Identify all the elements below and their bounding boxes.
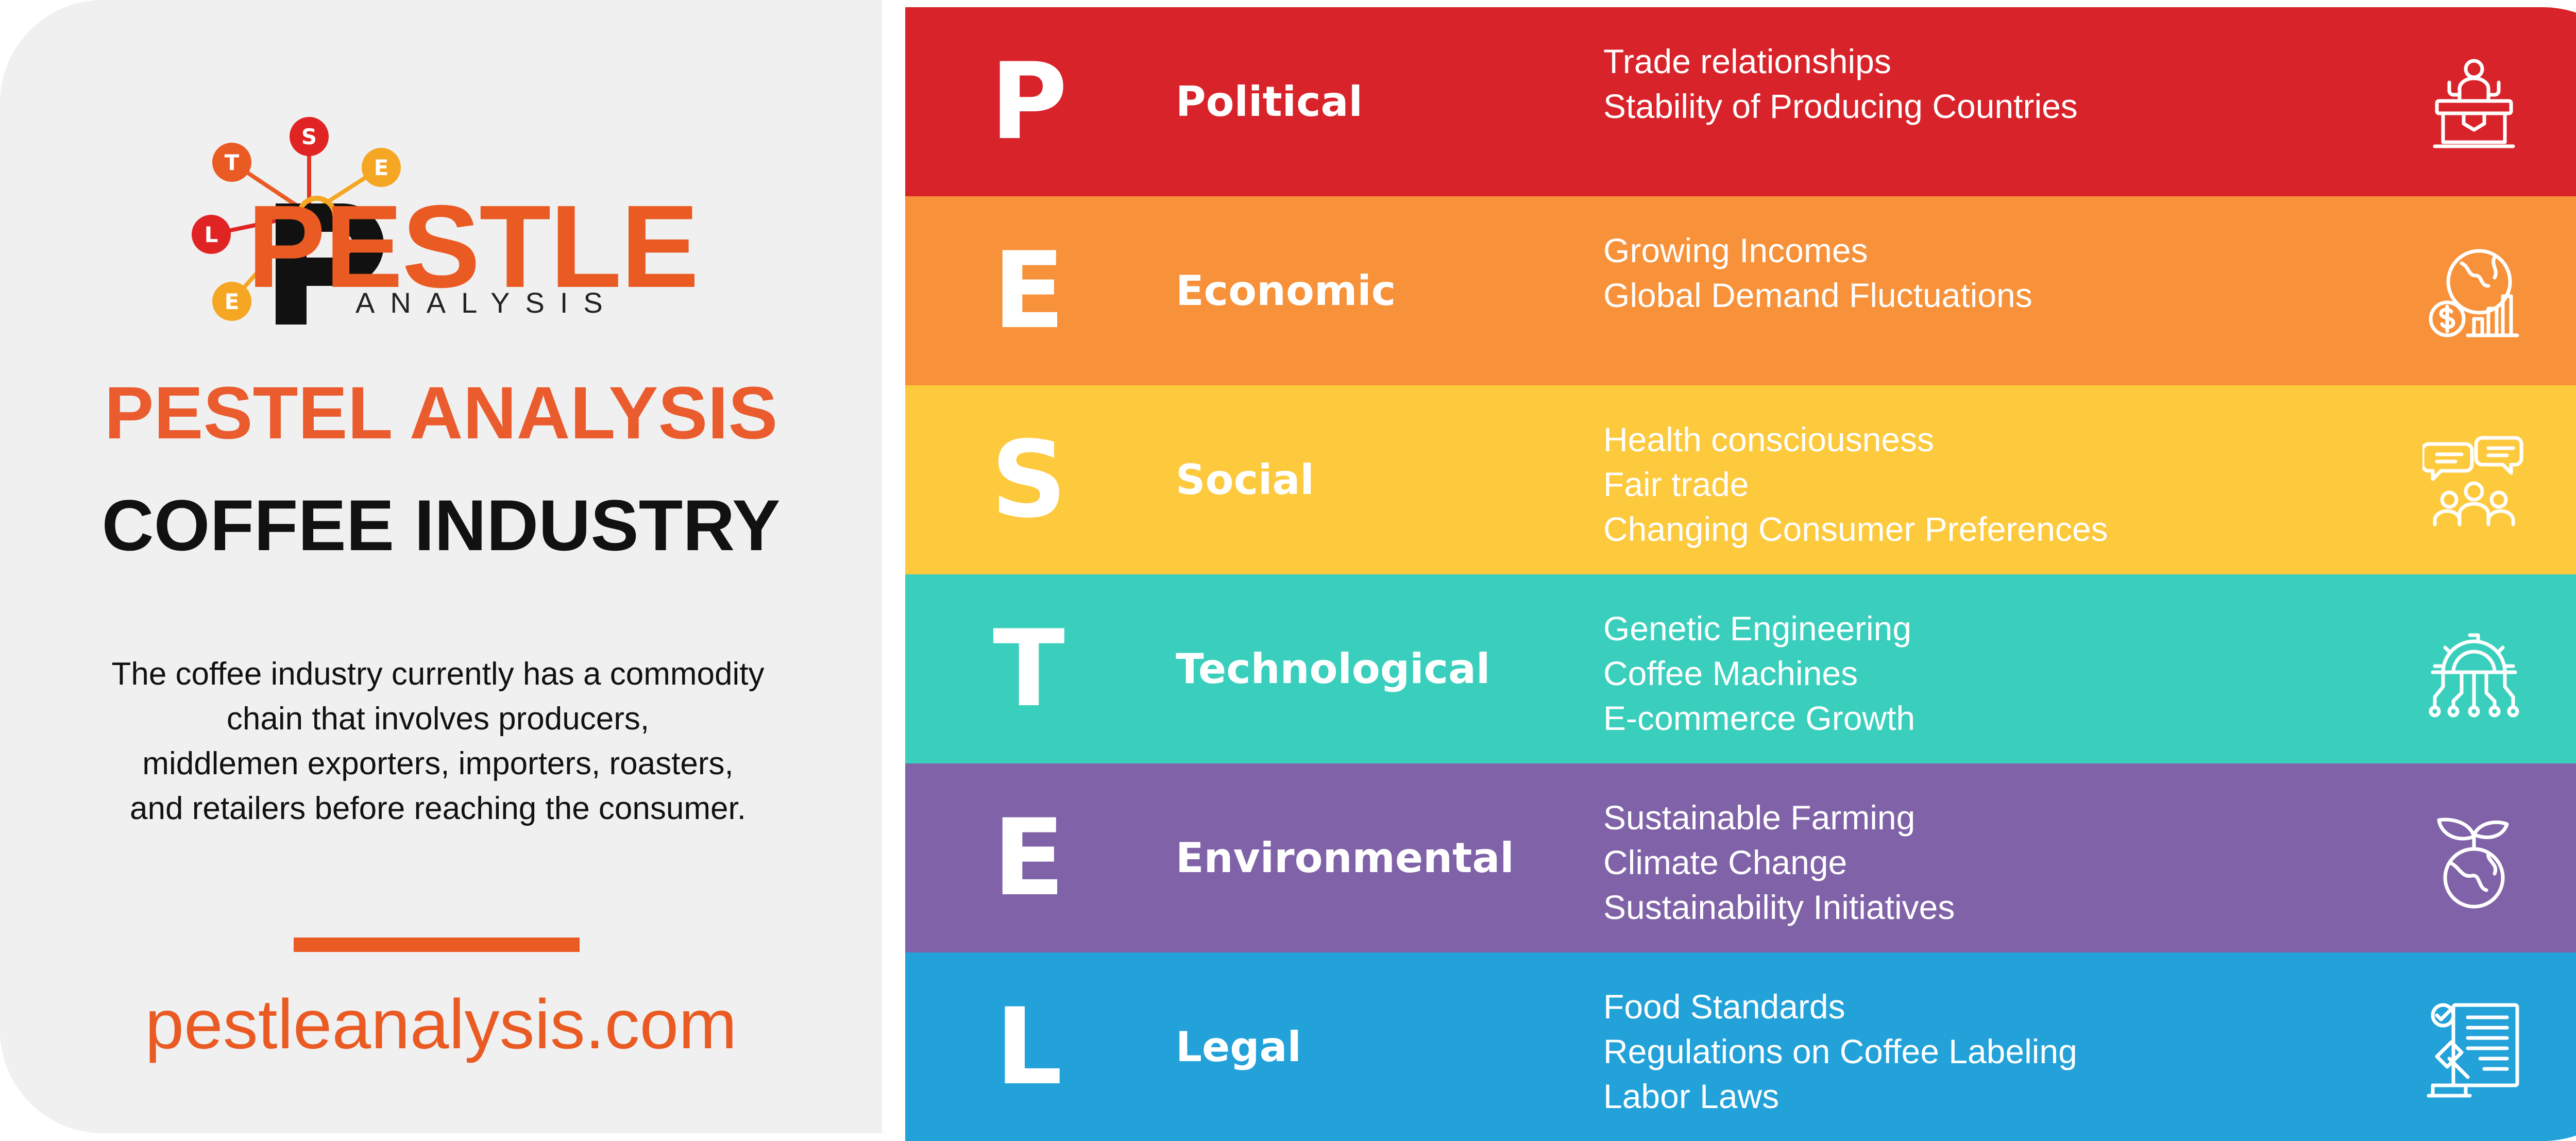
factor-item: Sustainable Farming (1603, 798, 1916, 837)
factor-name: Technological (1176, 645, 1490, 693)
factor-item: Changing Consumer Preferences (1603, 510, 2108, 548)
factor-item: Labor Laws (1603, 1077, 1780, 1115)
factor-letter: L (995, 985, 1063, 1109)
page-title: PESTEL ANALYSIS (104, 371, 778, 454)
globe-dollar-chart-icon (2422, 243, 2526, 346)
factor-item: Growing Incomes (1603, 231, 1868, 269)
factor-items: Genetic Engineering Coffee Machines E-co… (1603, 606, 2376, 741)
gavel-document-icon (2422, 999, 2526, 1102)
factor-item: Health consciousness (1603, 420, 1935, 458)
logo-letter-e2: E (225, 289, 240, 314)
factor-row-economic: E Economic Growing Incomes Global Demand… (905, 196, 2576, 385)
factor-items: Sustainable Farming Climate Change Susta… (1603, 795, 2376, 930)
factor-items: Food Standards Regulations on Coffee Lab… (1603, 984, 2376, 1119)
left-panel: T S E L E PESTLE ANALYSIS PESTEL ANALYSI… (0, 0, 882, 1133)
description-line: The coffee industry currently has a comm… (111, 656, 765, 692)
factor-name: Economic (1176, 267, 1396, 315)
factor-row-technological: T Technological Genetic Engineering Coff… (905, 574, 2576, 763)
factor-item: E-commerce Growth (1603, 699, 1916, 737)
website-link[interactable]: pestleanalysis.com (145, 985, 737, 1063)
gear-circuit-icon (2422, 621, 2526, 724)
factor-item: Genetic Engineering (1603, 609, 1912, 648)
factor-item: Coffee Machines (1603, 654, 1858, 692)
factor-row-environmental: E Environmental Sustainable Farming Clim… (905, 763, 2576, 952)
page-subtitle: COFFEE INDUSTRY (101, 485, 781, 566)
factor-letter: P (990, 40, 1068, 163)
logo-wordmark: PESTLE (247, 181, 699, 312)
factor-letter: T (993, 607, 1065, 730)
description: The coffee industry currently has a comm… (67, 652, 809, 831)
people-chat-icon (2422, 432, 2526, 535)
factor-item: Climate Change (1603, 843, 1848, 881)
logo-graphic: T S E L E (192, 117, 401, 325)
factor-items: Growing Incomes Global Demand Fluctuatio… (1603, 228, 2376, 318)
logo-subtitle: ANALYSIS (355, 286, 618, 319)
factor-row-social: S Social Health consciousness Fair trade… (905, 385, 2576, 574)
factor-name: Political (1176, 78, 1363, 126)
logo-letter-t: T (225, 150, 240, 175)
podium-speaker-icon (2422, 54, 2526, 157)
pestel-table: P Political Trade relationships Stabilit… (905, 7, 2576, 1141)
factor-item: Fair trade (1603, 465, 1749, 503)
description-line: and retailers before reaching the consum… (130, 791, 746, 826)
factor-items: Trade relationships Stability of Produci… (1603, 39, 2376, 129)
description-line: chain that involves producers, (226, 701, 650, 737)
factor-item: Global Demand Fluctuations (1603, 276, 2032, 314)
factor-name: Environmental (1176, 834, 1514, 882)
pestle-logo: T S E L E (170, 111, 711, 327)
factor-item: Sustainability Initiatives (1603, 888, 1955, 926)
factor-letter: E (992, 229, 1065, 352)
factor-row-political: P Political Trade relationships Stabilit… (905, 7, 2576, 196)
divider (294, 938, 580, 952)
factor-item: Trade relationships (1603, 42, 1891, 80)
logo-letter-s: S (301, 124, 317, 149)
factor-row-legal: L Legal Food Standards Regulations on Co… (905, 952, 2576, 1141)
description-line: middlemen exporters, importers, roasters… (142, 746, 734, 781)
factor-items: Health consciousness Fair trade Changing… (1603, 417, 2376, 552)
factor-name: Legal (1176, 1023, 1301, 1071)
logo-letter-l: L (205, 222, 218, 247)
factor-letter: S (991, 418, 1067, 541)
factor-letter: E (992, 796, 1065, 919)
factor-item: Food Standards (1603, 987, 1845, 1026)
factor-item: Regulations on Coffee Labeling (1603, 1032, 2077, 1070)
factor-item: Stability of Producing Countries (1603, 87, 2078, 125)
logo-letter-e: E (374, 155, 389, 180)
factor-name: Social (1176, 456, 1314, 504)
globe-leaves-icon (2422, 810, 2526, 913)
